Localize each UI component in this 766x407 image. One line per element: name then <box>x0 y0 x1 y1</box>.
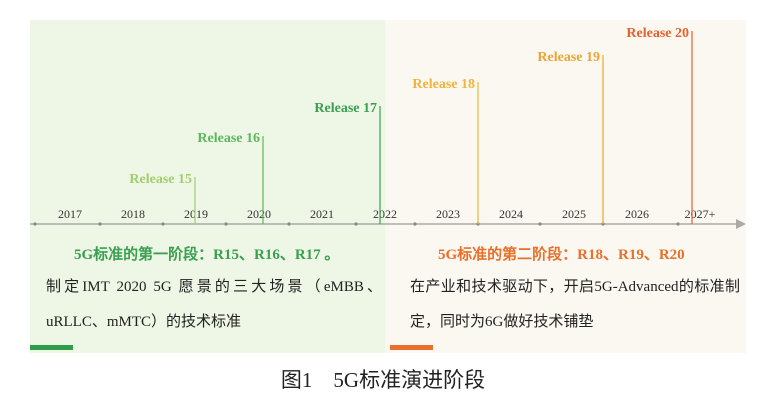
year-label: 2025 <box>562 207 586 221</box>
phase-1-bar <box>30 345 73 350</box>
release-label: Release 17 <box>314 101 377 116</box>
axis-arrow <box>736 219 746 229</box>
release-label: Release 18 <box>412 77 475 92</box>
release-label: Release 20 <box>626 26 689 41</box>
year-label: 2018 <box>121 207 145 221</box>
phase-2-heading: 5G标准的第二阶段：R18、R19、R20 <box>438 247 685 263</box>
phase-2-description: 在产业和技术驱动下，开启5G-Advanced的标准制定，同时为6G做好技术铺垫 <box>410 279 740 330</box>
axis-dot <box>413 222 417 226</box>
phase-1-heading: 5G标准的第一阶段：R15、R16、R17 。 <box>74 247 340 263</box>
axis-dot <box>354 222 358 226</box>
year-label: 2020 <box>247 207 271 221</box>
axis-dot <box>538 222 542 226</box>
release-label: Release 19 <box>537 50 600 65</box>
year-label: 2026 <box>625 207 649 221</box>
phase-1-panel <box>30 20 385 353</box>
year-label: 2017 <box>58 207 82 221</box>
phase-2-bar <box>390 345 433 350</box>
axis-dot <box>33 222 37 226</box>
release-label: Release 16 <box>197 131 260 146</box>
year-label: 2021 <box>310 207 334 221</box>
axis-dot <box>224 222 228 226</box>
phase-2-panel <box>385 20 746 353</box>
axis-dot <box>161 222 165 226</box>
release-label: Release 15 <box>129 172 192 187</box>
year-label: 2024 <box>499 207 523 221</box>
phase-1-description: 制定IMT 2020 5G 愿景的三大场景（eMBB、uRLLC、mMTC）的技… <box>46 279 382 330</box>
year-label: 2022 <box>373 207 397 221</box>
caption: 图1 5G标准演进阶段 <box>280 368 486 392</box>
year-label: 2019 <box>184 207 208 221</box>
axis-dot <box>287 222 291 226</box>
axis-dot <box>676 222 680 226</box>
year-label: 2023 <box>436 207 460 221</box>
year-label: 2027+ <box>685 207 716 221</box>
axis-dot <box>98 222 102 226</box>
